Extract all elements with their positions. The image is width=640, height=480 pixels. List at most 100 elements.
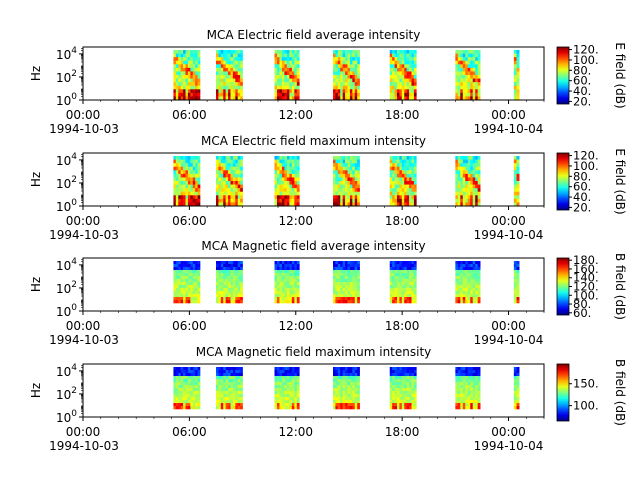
colorbar-tick-label: 160. <box>573 262 599 276</box>
y-axis-label: Hz <box>29 277 43 292</box>
colorbar-tick-label: 180. <box>573 253 599 267</box>
spectrogram-segment <box>173 261 201 304</box>
x-tick-label: 06:00 <box>172 319 207 333</box>
colorbar-label: B field (dB) <box>613 253 627 320</box>
spectrogram-segment <box>274 261 300 304</box>
colorbar-gradient <box>556 46 570 105</box>
panel-2: MCA Electric field maximum intensity Hz 10… <box>29 134 627 242</box>
colorbar-tick-label: 60. <box>573 74 591 88</box>
spectrogram-segment <box>274 156 300 207</box>
y-tick-label: 100 <box>56 409 77 425</box>
spectrogram-segment <box>173 367 201 410</box>
spectrogram-segment <box>513 261 520 304</box>
y-tick-label: 102 <box>56 175 77 191</box>
x-date-label-start: 1994-10-03 <box>49 122 119 136</box>
chart-title: MCA Electric field average intensity <box>207 28 421 42</box>
colorbar-tick-label: 20. <box>573 200 591 214</box>
x-date-label-start: 1994-10-03 <box>49 439 119 453</box>
colorbar-tick-label: 100. <box>573 53 599 67</box>
chart-title: MCA Magnetic field maximum intensity <box>196 345 432 359</box>
spectrogram-segment <box>333 50 360 101</box>
colorbar-tick-label: 80. <box>573 169 591 183</box>
spectrogram-segment <box>389 261 417 304</box>
x-date-label-start: 1994-10-03 <box>49 228 119 242</box>
y-tick-label: 104 <box>56 152 77 168</box>
y-axis-label: Hz <box>29 383 43 398</box>
y-tick-label: 100 <box>56 92 77 108</box>
x-tick-label: 12:00 <box>278 425 313 439</box>
y-tick-label: 102 <box>56 280 77 296</box>
colorbar-tick-label: 100. <box>573 399 599 413</box>
colorbar: 100. 150. B field (dB) <box>556 359 627 426</box>
colorbar-tick-label: 40. <box>573 190 591 204</box>
spectrogram-segment <box>215 156 243 207</box>
colorbar-tick-label: 20. <box>573 94 591 108</box>
x-tick-label: 18:00 <box>385 425 420 439</box>
x-tick-label: 18:00 <box>385 319 420 333</box>
x-tick-label: 12:00 <box>278 108 313 122</box>
y-tick-label: 100 <box>56 303 77 319</box>
colorbar-tick-label: 60. <box>573 306 591 320</box>
colorbar-tick-label: 120. <box>573 280 599 294</box>
colorbar-tick-label: 120. <box>573 149 599 163</box>
colorbar-tick-label: 120. <box>573 43 599 57</box>
colorbar-tick-label: 60. <box>573 180 591 194</box>
spectrogram-segment <box>389 367 417 410</box>
x-tick-label: 00:00 <box>491 319 526 333</box>
x-tick-label: 06:00 <box>172 214 207 228</box>
spectrogram-segment <box>513 367 520 410</box>
x-date-label-end: 1994-10-04 <box>474 333 544 347</box>
x-tick-label: 06:00 <box>172 425 207 439</box>
colorbar-gradient <box>556 363 570 422</box>
colorbar-label: E field (dB) <box>613 42 627 108</box>
x-tick-label: 00:00 <box>66 214 101 228</box>
spectrogram-segment <box>455 367 481 410</box>
spectrogram-segment <box>455 156 481 207</box>
spectrogram-segment <box>513 50 520 101</box>
y-axis: 100 102 104 <box>56 152 83 214</box>
spectrogram-segment <box>173 156 201 207</box>
spectrogram-segment <box>274 50 300 101</box>
x-date-label-start: 1994-10-03 <box>49 333 119 347</box>
y-tick-label: 104 <box>56 257 77 273</box>
x-tick-label: 12:00 <box>278 319 313 333</box>
y-tick-label: 102 <box>56 386 77 402</box>
x-tick-label: 00:00 <box>491 108 526 122</box>
x-tick-label: 00:00 <box>66 319 101 333</box>
spectrogram-segment <box>215 367 243 410</box>
colorbar-gradient <box>556 152 570 211</box>
panel-3: MCA Magnetic field average intensity Hz 10… <box>29 239 627 347</box>
y-tick-label: 104 <box>56 46 77 62</box>
x-tick-label: 00:00 <box>491 425 526 439</box>
x-date-label-end: 1994-10-04 <box>474 122 544 136</box>
colorbar-tick-label: 40. <box>573 84 591 98</box>
y-axis: 100 102 104 <box>56 46 83 108</box>
colorbar-tick-label: 100. <box>573 288 599 302</box>
colorbar-tick-label: 100. <box>573 159 599 173</box>
colorbar-tick-label: 140. <box>573 271 599 285</box>
x-date-label-end: 1994-10-04 <box>474 439 544 453</box>
y-axis: 100 102 104 <box>56 257 83 319</box>
spectrogram-segment <box>455 261 481 304</box>
spectrogram-segment <box>215 261 243 304</box>
y-axis-label: Hz <box>29 66 43 81</box>
colorbar-tick-label: 80. <box>573 63 591 77</box>
spectrogram-segment <box>274 367 300 410</box>
x-tick-label: 06:00 <box>172 108 207 122</box>
colorbar: 60.80.100.120.140.160.180. B field (dB) <box>556 253 627 320</box>
colorbar-label: E field (dB) <box>613 148 627 214</box>
chart-title: MCA Electric field maximum intensity <box>201 134 426 148</box>
spectrogram-segment <box>389 156 417 207</box>
colorbar: 20.40.60.80.100.120. E field (dB) <box>556 148 627 215</box>
colorbar-gradient <box>556 257 570 316</box>
x-date-label-end: 1994-10-04 <box>474 228 544 242</box>
colorbar-tick-label: 150. <box>573 377 599 391</box>
spectrogram-segment <box>333 261 360 304</box>
x-tick-label: 00:00 <box>66 425 101 439</box>
y-axis: 100 102 104 <box>56 363 83 425</box>
